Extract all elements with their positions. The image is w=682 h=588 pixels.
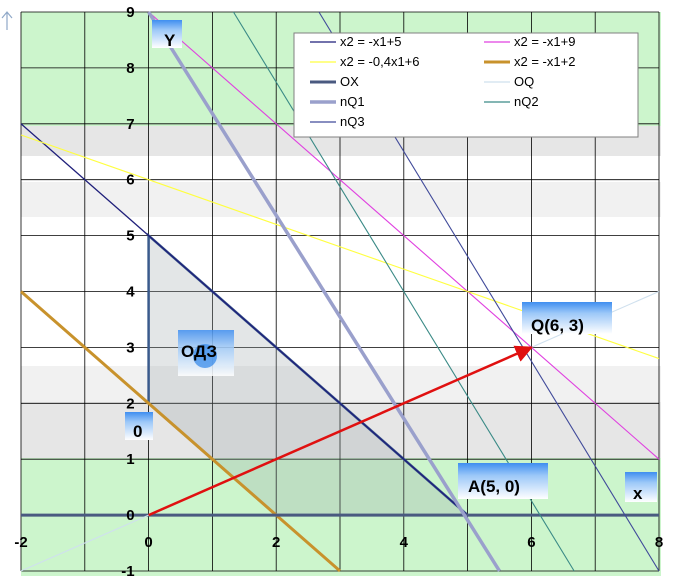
x-tick-label: 4 [400,534,409,551]
y-tick-label: 4 [126,284,135,301]
x-tick-label: 0 [144,534,152,551]
vector-oq [148,345,534,517]
label-odz-text: ОДЗ [181,342,217,361]
legend-label: nQ3 [340,114,365,129]
label-q-box [522,302,612,334]
legend-label: nQ1 [340,94,365,109]
label-q-text: Q(6, 3) [531,316,584,335]
label-q: Q(6, 3) [522,302,612,335]
y-tick-label: 0 [126,507,134,524]
legend: x2 = -x1+5 x2 = -x1+9 x2 = -0,4x1+6 x2 = -x… [293,32,639,138]
label-x-box [625,472,657,502]
y-tick-label: 5 [126,228,134,245]
label-odz: ОДЗ [178,330,234,376]
label-x-text: x [633,484,643,503]
series-line-0 [20,123,469,516]
legend-label: OQ [514,74,534,89]
legend-box [293,32,639,138]
label-odz-glow [193,344,217,368]
band-green-bottom [21,458,661,576]
label-y-box [152,20,182,48]
label-y-text: Y [164,31,176,50]
label-a-box [458,463,548,499]
y-tick-label: 8 [126,60,134,77]
y-tick-label: 7 [126,116,134,133]
label-origin-box [125,412,153,440]
series-line-6 [147,11,501,572]
label-x: x [625,472,657,503]
x-tick-label: -2 [14,534,27,551]
series-line-1 [148,11,660,460]
y-tick-label: 1 [126,451,134,468]
y-tick-label: -1 [121,563,134,580]
label-a-text: A(5, 0) [468,477,520,496]
x-tick-label: 2 [272,534,280,551]
legend-label: x2 = -x1+5 [340,34,401,49]
legend-label: x2 = -x1+9 [514,34,575,49]
y-tick-label: 2 [126,395,134,412]
label-y: Y [152,20,182,50]
x-tick-label: 6 [527,534,535,551]
y-tick-label: 9 [126,4,134,21]
legend-label: OX [340,74,359,89]
x-tick-label: 8 [655,534,663,551]
label-origin-text: 0 [133,422,142,441]
legend-label: nQ2 [514,94,539,109]
y-axis-arrow-icon [1,11,13,30]
label-origin: 0 [125,412,153,441]
y-tick-label: 6 [126,172,134,189]
band-gray-middle-light [21,366,661,402]
y-tick-label: 3 [126,339,134,356]
label-a: A(5, 0) [458,463,548,499]
legend-label: x2 = -x1+2 [514,54,575,69]
tick-labels: -2 0 2 4 6 8 -1 0 1 2 3 4 5 6 7 8 9 [14,4,663,580]
legend-label: x2 = -0,4x1+6 [340,54,420,69]
band-gray-upper-light [21,182,661,217]
series-line-3 [20,290,341,573]
